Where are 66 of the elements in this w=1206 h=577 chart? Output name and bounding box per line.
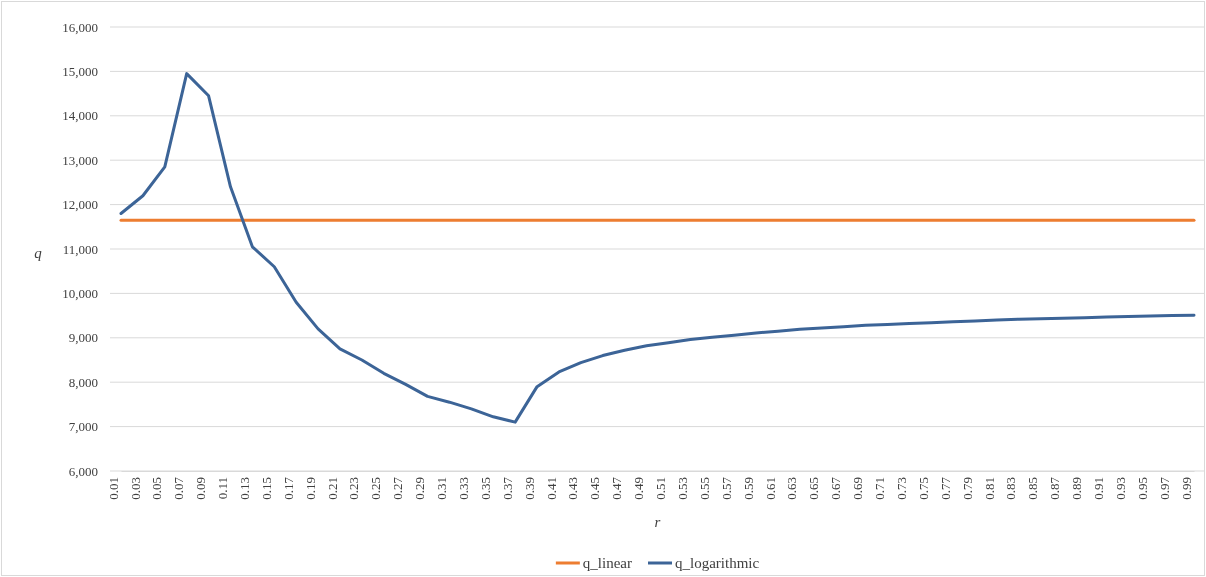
x-tick-label: 0.19 bbox=[302, 477, 318, 500]
x-tick-label: 0.89 bbox=[1069, 477, 1085, 500]
x-tick-label: 0.95 bbox=[1134, 477, 1150, 500]
y-tick-label: 14,000 bbox=[62, 108, 98, 124]
x-tick-label: 0.69 bbox=[850, 477, 866, 500]
x-tick-label: 0.67 bbox=[828, 476, 844, 500]
x-tick-label: 0.57 bbox=[718, 476, 734, 500]
x-tick-label: 0.71 bbox=[872, 477, 888, 500]
x-tick-label: 0.21 bbox=[324, 477, 340, 500]
x-tick-label: 0.97 bbox=[1156, 476, 1172, 500]
x-tick-label: 0.77 bbox=[937, 476, 953, 500]
x-tick-label: 0.59 bbox=[740, 477, 756, 500]
x-tick-label: 0.27 bbox=[390, 476, 406, 500]
x-tick-label: 0.79 bbox=[959, 477, 975, 500]
x-tick-label: 0.43 bbox=[565, 477, 581, 500]
y-tick-label: 15,000 bbox=[62, 64, 98, 80]
y-tick-label: 9,000 bbox=[68, 330, 98, 346]
x-tick-label: 0.99 bbox=[1178, 477, 1194, 500]
y-tick-label: 8,000 bbox=[68, 374, 98, 390]
x-tick-label: 0.41 bbox=[543, 477, 559, 500]
x-tick-label: 0.81 bbox=[981, 477, 997, 500]
x-tick-label: 0.09 bbox=[193, 477, 209, 500]
x-tick-label: 0.45 bbox=[587, 477, 603, 500]
x-tick-label: 0.51 bbox=[653, 477, 669, 500]
legend-label: q_logarithmic bbox=[675, 555, 760, 571]
x-tick-label: 0.01 bbox=[105, 477, 121, 500]
x-tick-label: 0.11 bbox=[215, 477, 231, 500]
x-tick-label: 0.85 bbox=[1025, 477, 1041, 500]
y-tick-label: 13,000 bbox=[62, 152, 98, 168]
x-tick-label: 0.75 bbox=[915, 477, 931, 500]
x-tick-label: 0.31 bbox=[434, 477, 450, 500]
x-tick-label: 0.61 bbox=[762, 477, 778, 500]
legend-label: q_linear bbox=[582, 555, 632, 571]
y-tick-label: 6,000 bbox=[68, 463, 98, 479]
x-tick-label: 0.05 bbox=[149, 477, 165, 500]
y-tick-label: 12,000 bbox=[62, 197, 98, 213]
x-tick-label: 0.15 bbox=[258, 477, 274, 500]
x-tick-label: 0.53 bbox=[674, 477, 690, 500]
x-axis-title: r bbox=[654, 514, 661, 530]
x-tick-label: 0.35 bbox=[477, 477, 493, 500]
x-tick-label: 0.39 bbox=[521, 477, 537, 500]
line-series bbox=[119, 72, 1196, 424]
x-tick-label: 0.13 bbox=[236, 477, 252, 500]
x-tick-label: 0.91 bbox=[1091, 477, 1107, 500]
x-tick-label: 0.49 bbox=[631, 477, 647, 500]
x-tick-label: 0.17 bbox=[280, 476, 296, 500]
x-tick-label: 0.93 bbox=[1112, 477, 1128, 500]
x-tick-label: 0.55 bbox=[696, 477, 712, 500]
x-tick-label: 0.87 bbox=[1047, 476, 1063, 500]
y-axis-title: q bbox=[34, 245, 43, 261]
y-tick-label: 7,000 bbox=[68, 419, 98, 435]
x-tick-label: 0.65 bbox=[806, 477, 822, 500]
x-tick-label: 0.37 bbox=[499, 476, 515, 500]
x-tick-label: 0.07 bbox=[171, 476, 187, 500]
x-tick-label: 0.29 bbox=[412, 477, 428, 500]
x-tick-label: 0.23 bbox=[346, 477, 362, 500]
x-tick-label: 0.63 bbox=[784, 477, 800, 500]
y-tick-label: 16,000 bbox=[62, 19, 98, 35]
x-tick-label: 0.47 bbox=[609, 476, 625, 500]
x-tick-label: 0.73 bbox=[893, 477, 909, 500]
x-tick-label: 0.83 bbox=[1003, 477, 1019, 500]
y-tick-label: 10,000 bbox=[62, 286, 98, 302]
x-tick-label: 0.25 bbox=[368, 477, 384, 500]
x-tick-label: 0.03 bbox=[127, 477, 143, 500]
x-tick-label: 0.33 bbox=[455, 477, 471, 500]
y-tick-label: 11,000 bbox=[62, 241, 98, 257]
